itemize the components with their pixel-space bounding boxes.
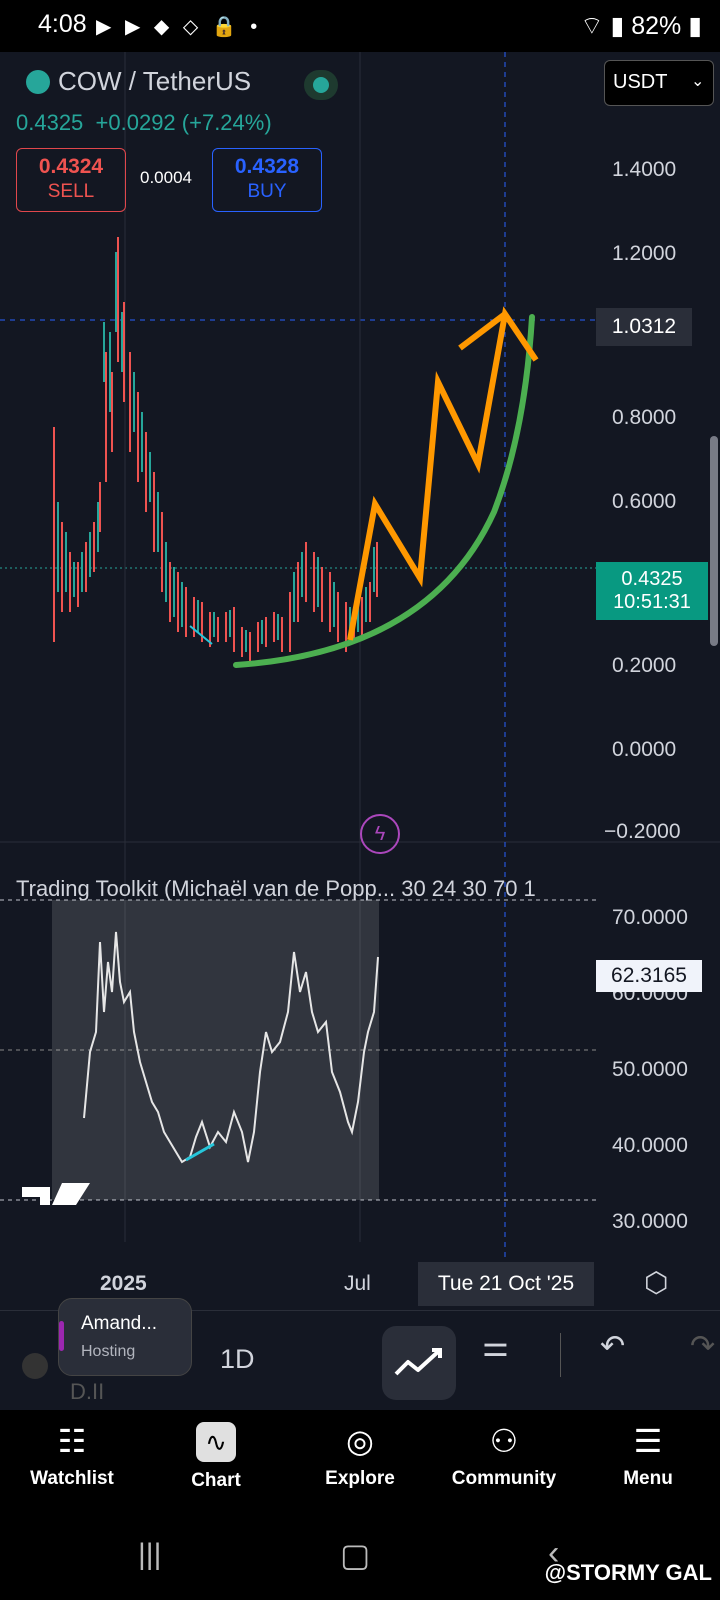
- nav-explore[interactable]: ◎ Explore: [300, 1422, 420, 1490]
- nav-label: Chart: [191, 1470, 241, 1491]
- currency-select[interactable]: USDT ⌄: [604, 60, 714, 106]
- current-price: 0.4325: [621, 568, 683, 590]
- spread-value: 0.0004: [140, 168, 192, 187]
- buy-button[interactable]: 0.4328 BUY: [212, 148, 322, 212]
- time-axis-month: Jul: [344, 1272, 371, 1295]
- nav-label: Menu: [623, 1468, 673, 1489]
- compass-icon: ◎: [346, 1423, 374, 1459]
- popup-subtitle: Hosting: [81, 1343, 136, 1360]
- indicator-axis-label: 40.0000: [612, 1134, 688, 1157]
- indicator-axis-label: 30.0000: [612, 1210, 688, 1233]
- divergence-line: [189, 625, 213, 645]
- indicator-value-tag: 62.3165: [596, 960, 702, 992]
- price-axis-label: −0.2000: [604, 820, 681, 843]
- buy-label: BUY: [247, 181, 287, 202]
- indicator-divergence-line: [185, 1142, 215, 1162]
- price-axis-label: 1.2000: [612, 242, 677, 265]
- settings-hexagon-icon[interactable]: ⬡: [644, 1267, 669, 1298]
- trend-line-icon: [394, 1348, 442, 1376]
- price-axis-label: 0.6000: [612, 490, 677, 513]
- nav-menu[interactable]: ☰ Menu: [588, 1422, 708, 1490]
- chart-icon: ∿: [196, 1422, 236, 1462]
- popup-title: Amand...: [81, 1313, 158, 1334]
- notification-icons: ▶ ▶ ◆ ◇ 🔒 •: [96, 16, 262, 38]
- price-axis-label: 0.8000: [612, 406, 677, 429]
- nav-community[interactable]: ⚇ Community: [444, 1422, 564, 1490]
- candlesticks: [53, 237, 378, 662]
- timeframe-button[interactable]: 1D: [220, 1344, 255, 1374]
- crosshair-date-tag: Tue 21 Oct '25: [418, 1262, 594, 1306]
- sell-label: SELL: [47, 181, 95, 202]
- redo-icon[interactable]: ↷: [690, 1330, 716, 1363]
- sell-price: 0.4324: [38, 155, 104, 178]
- nav-chart[interactable]: ∿ Chart: [156, 1422, 276, 1492]
- popup-accent: [59, 1321, 64, 1351]
- chart-area[interactable]: [0, 52, 720, 1292]
- nav-label: Watchlist: [30, 1468, 114, 1489]
- battery-indicator: ⌔ ▮ 82% ▮: [580, 10, 702, 41]
- change-value: +0.0292 (+7.24%): [95, 110, 272, 135]
- coin-icon: [26, 70, 50, 94]
- currency-value: USDT: [613, 71, 668, 93]
- recents-icon[interactable]: |||: [138, 1538, 162, 1571]
- indicator-zone: [52, 900, 379, 1200]
- candle-countdown: 10:51:31: [613, 591, 691, 613]
- bottom-nav: ☷ Watchlist ∿ Chart ◎ Explore ⚇ Communit…: [0, 1410, 720, 1522]
- signal-icon: ⌔ ▮: [580, 12, 632, 40]
- price-axis-label: 1.4000: [612, 158, 677, 181]
- symbol-avatar[interactable]: [22, 1353, 48, 1379]
- indicator-title[interactable]: Trading Toolkit (Michaël van de Popp... …: [16, 876, 536, 901]
- chevron-down-icon: ⌄: [691, 73, 705, 90]
- tradingview-logo: [22, 1183, 90, 1205]
- buy-price: 0.4328: [234, 155, 300, 178]
- toolbar-fragment: D.II: [70, 1379, 105, 1404]
- indicators-sliders-icon[interactable]: ⚌: [482, 1330, 509, 1363]
- nav-label: Community: [451, 1468, 557, 1489]
- battery-percent: 82%: [631, 12, 682, 40]
- watermark-text: @STORMY GAL: [544, 1560, 712, 1585]
- indicator-axis-label: 70.0000: [612, 906, 688, 929]
- status-bar: 4:08 ▶ ▶ ◆ ◇ 🔒 • ⌔ ▮ 82% ▮: [0, 0, 720, 52]
- system-nav-bar: ||| ▢ ‹: [0, 1522, 720, 1600]
- community-icon: ⚇: [489, 1423, 519, 1459]
- home-icon[interactable]: ▢: [340, 1537, 371, 1573]
- crosshair-price-tag: 1.0312: [596, 308, 692, 346]
- undo-icon[interactable]: ↶: [600, 1330, 626, 1363]
- pair-title[interactable]: COW / TetherUS: [58, 66, 252, 96]
- time-axis-year: 2025: [100, 1272, 147, 1295]
- current-price-tag: 0.4325 10:51:31: [596, 562, 708, 620]
- lightning-icon[interactable]: ϟ: [360, 814, 400, 854]
- last-price: 0.4325: [16, 110, 84, 135]
- indicator-axis-label: 50.0000: [612, 1058, 688, 1081]
- sell-button[interactable]: 0.4324 SELL: [16, 148, 126, 212]
- back-icon[interactable]: ‹: [548, 1534, 560, 1572]
- watchlist-icon: ☷: [57, 1423, 87, 1459]
- nav-watchlist[interactable]: ☷ Watchlist: [12, 1422, 132, 1490]
- menu-icon: ☰: [633, 1423, 663, 1459]
- indicator-line: [83, 931, 379, 1164]
- market-status-icon[interactable]: [304, 70, 338, 100]
- toast-popup[interactable]: Amand... Hosting: [58, 1298, 192, 1376]
- green-curve-annotation: [233, 314, 535, 668]
- scrollbar[interactable]: [710, 436, 718, 646]
- status-time: 4:08: [38, 10, 87, 38]
- drawing-tools-button[interactable]: [382, 1326, 456, 1400]
- orange-arrowhead: [458, 311, 507, 351]
- toolbar-divider: [560, 1333, 561, 1377]
- chart-canvas[interactable]: [0, 52, 720, 1292]
- price-change: 0.4325 +0.0292 (+7.24%): [16, 110, 272, 136]
- price-axis-label: 0.0000: [612, 738, 677, 761]
- nav-label: Explore: [325, 1468, 395, 1489]
- battery-icon: ▮: [681, 12, 702, 40]
- price-axis-label: 0.2000: [612, 654, 677, 677]
